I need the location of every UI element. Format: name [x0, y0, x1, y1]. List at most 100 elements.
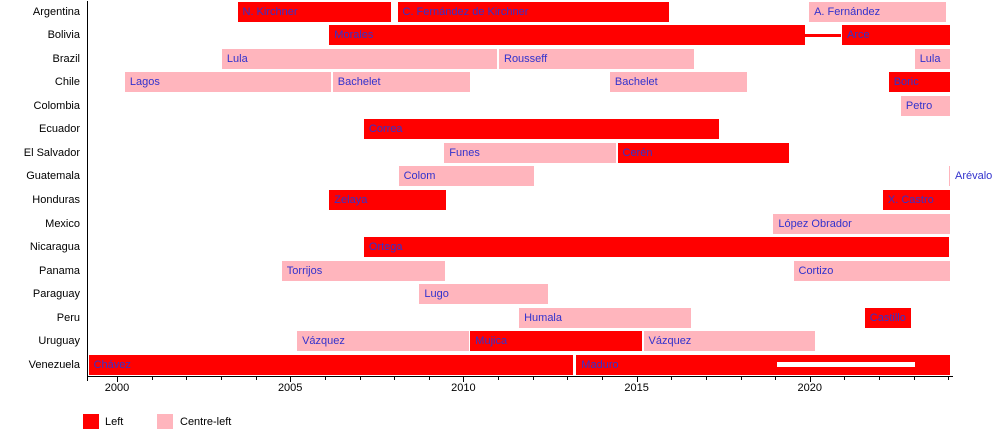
timeline-bar: C. Fernández de Kirchner	[397, 1, 669, 22]
bar-label: Lula	[919, 52, 941, 65]
minor-tick	[705, 377, 707, 380]
timeline-bar: Arce	[842, 25, 950, 46]
x-tick-label: 2015	[624, 382, 649, 394]
bar-label: Cortizo	[798, 264, 834, 277]
timeline-bar: Petro	[900, 95, 950, 116]
minor-tick	[186, 377, 188, 380]
bar-label: Torrijos	[286, 264, 323, 277]
bar-label: Ortega	[368, 241, 403, 254]
country-label: Guatemala	[26, 170, 80, 183]
legend-label-centre-left: Centre-left	[180, 416, 232, 428]
bar-label: Lula	[226, 52, 248, 65]
x-axis-line	[87, 376, 953, 377]
bar-label: Zelaya	[334, 194, 368, 207]
timeline-bar: Cortizo	[793, 260, 950, 281]
timeline-bar: Ortega	[363, 237, 950, 258]
timeline-bar: Lugo	[419, 284, 549, 305]
bar-label: Maduro	[581, 358, 619, 371]
timeline-bar: Mujica	[470, 331, 642, 352]
x-tick-label: 2020	[797, 382, 823, 394]
minor-tick	[913, 377, 915, 380]
bar-label: Vázquez	[302, 335, 345, 348]
major-tick	[636, 377, 638, 382]
minor-tick	[602, 377, 603, 380]
minor-tick	[151, 377, 153, 380]
bar-label: Morales	[334, 29, 374, 42]
timeline-bar	[949, 166, 951, 187]
country-label: Ecuador	[39, 123, 80, 136]
timeline-bar: Cerén	[617, 142, 790, 163]
timeline-bar: N. Kirchner	[237, 1, 392, 22]
annotation-label: Arévalo	[955, 170, 993, 183]
minor-tick	[532, 377, 534, 380]
bar-label: Chávez	[93, 358, 131, 371]
bar-label: Mujica	[475, 335, 508, 348]
timeline-bar: Bachelet	[332, 72, 470, 93]
legend-swatch-left	[83, 414, 99, 429]
bar-label: Rousseff	[504, 52, 548, 65]
bar-label: López Obrador	[778, 217, 852, 230]
major-tick	[809, 377, 811, 382]
bar-label: Lagos	[129, 76, 160, 89]
bar-label: Lugo	[424, 288, 449, 301]
bar-label: Vázquez	[648, 335, 692, 348]
minor-tick	[359, 377, 361, 380]
country-label: Uruguay	[38, 335, 80, 348]
timeline-bar: Funes	[444, 142, 616, 163]
country-label: Bolivia	[47, 29, 80, 42]
timeline-bar: Morales	[329, 25, 805, 46]
major-tick	[117, 377, 118, 382]
timeline-bar: Maduro	[576, 354, 950, 375]
bar-label: Correa	[368, 123, 403, 136]
minor-tick	[255, 377, 257, 380]
country-label: Paraguay	[32, 288, 80, 301]
bar-label: Funes	[449, 146, 480, 159]
bar-label: Petro	[905, 99, 933, 112]
bar-label: Bachelet	[614, 76, 658, 89]
minor-tick	[775, 377, 777, 380]
minor-tick	[394, 377, 396, 380]
minor-tick	[567, 377, 569, 380]
country-label: Argentina	[32, 5, 80, 18]
timeline-bar: X. Castro	[882, 190, 950, 211]
bar-label: A. Fernández	[814, 5, 881, 18]
timeline-bar: Rousseff	[499, 48, 694, 69]
timeline-bar: Colom	[398, 166, 534, 187]
bar-label: Cerén	[622, 146, 653, 159]
country-label: Chile	[54, 76, 80, 89]
minor-tick	[220, 377, 222, 380]
bar-label: Humala	[524, 311, 562, 324]
timeline-gap-line	[805, 33, 841, 37]
x-tick-label: 2005	[277, 382, 303, 394]
y-axis-line	[87, 1, 88, 381]
timeline-bar: Torrijos	[281, 260, 446, 281]
bar-label: Boric	[893, 76, 919, 89]
country-label: Panama	[39, 264, 80, 277]
timeline-bar: Vázquez	[297, 331, 469, 352]
major-tick	[463, 377, 465, 382]
legend-label-left: Left	[105, 416, 124, 428]
country-label: El Salvador	[23, 146, 80, 159]
timeline-bar: Chávez	[88, 354, 573, 375]
minor-tick	[879, 377, 881, 380]
bar-label: Castillo	[869, 311, 906, 324]
timeline-bar: Vázquez	[643, 331, 816, 352]
country-label: Colombia	[33, 99, 80, 112]
timeline-bar: Lula	[914, 48, 950, 69]
bar-label: C. Fernández de Kirchner	[402, 5, 529, 18]
minor-tick	[948, 377, 950, 380]
timeline-bar: Humala	[519, 307, 691, 328]
minor-tick	[671, 377, 673, 380]
major-tick	[290, 377, 292, 382]
bar-label: Arce	[847, 29, 870, 42]
minor-tick	[428, 377, 430, 380]
timeline-bar: Bachelet	[609, 72, 747, 93]
timeline-bar: López Obrador	[773, 213, 950, 234]
timeline-bar: Correa	[363, 119, 720, 140]
country-label: Nicaragua	[29, 241, 80, 254]
timeline-bar: Zelaya	[329, 190, 446, 211]
minor-tick	[740, 377, 742, 380]
bar-label: Colom	[403, 170, 436, 183]
bar-label: N. Kirchner	[242, 5, 298, 18]
